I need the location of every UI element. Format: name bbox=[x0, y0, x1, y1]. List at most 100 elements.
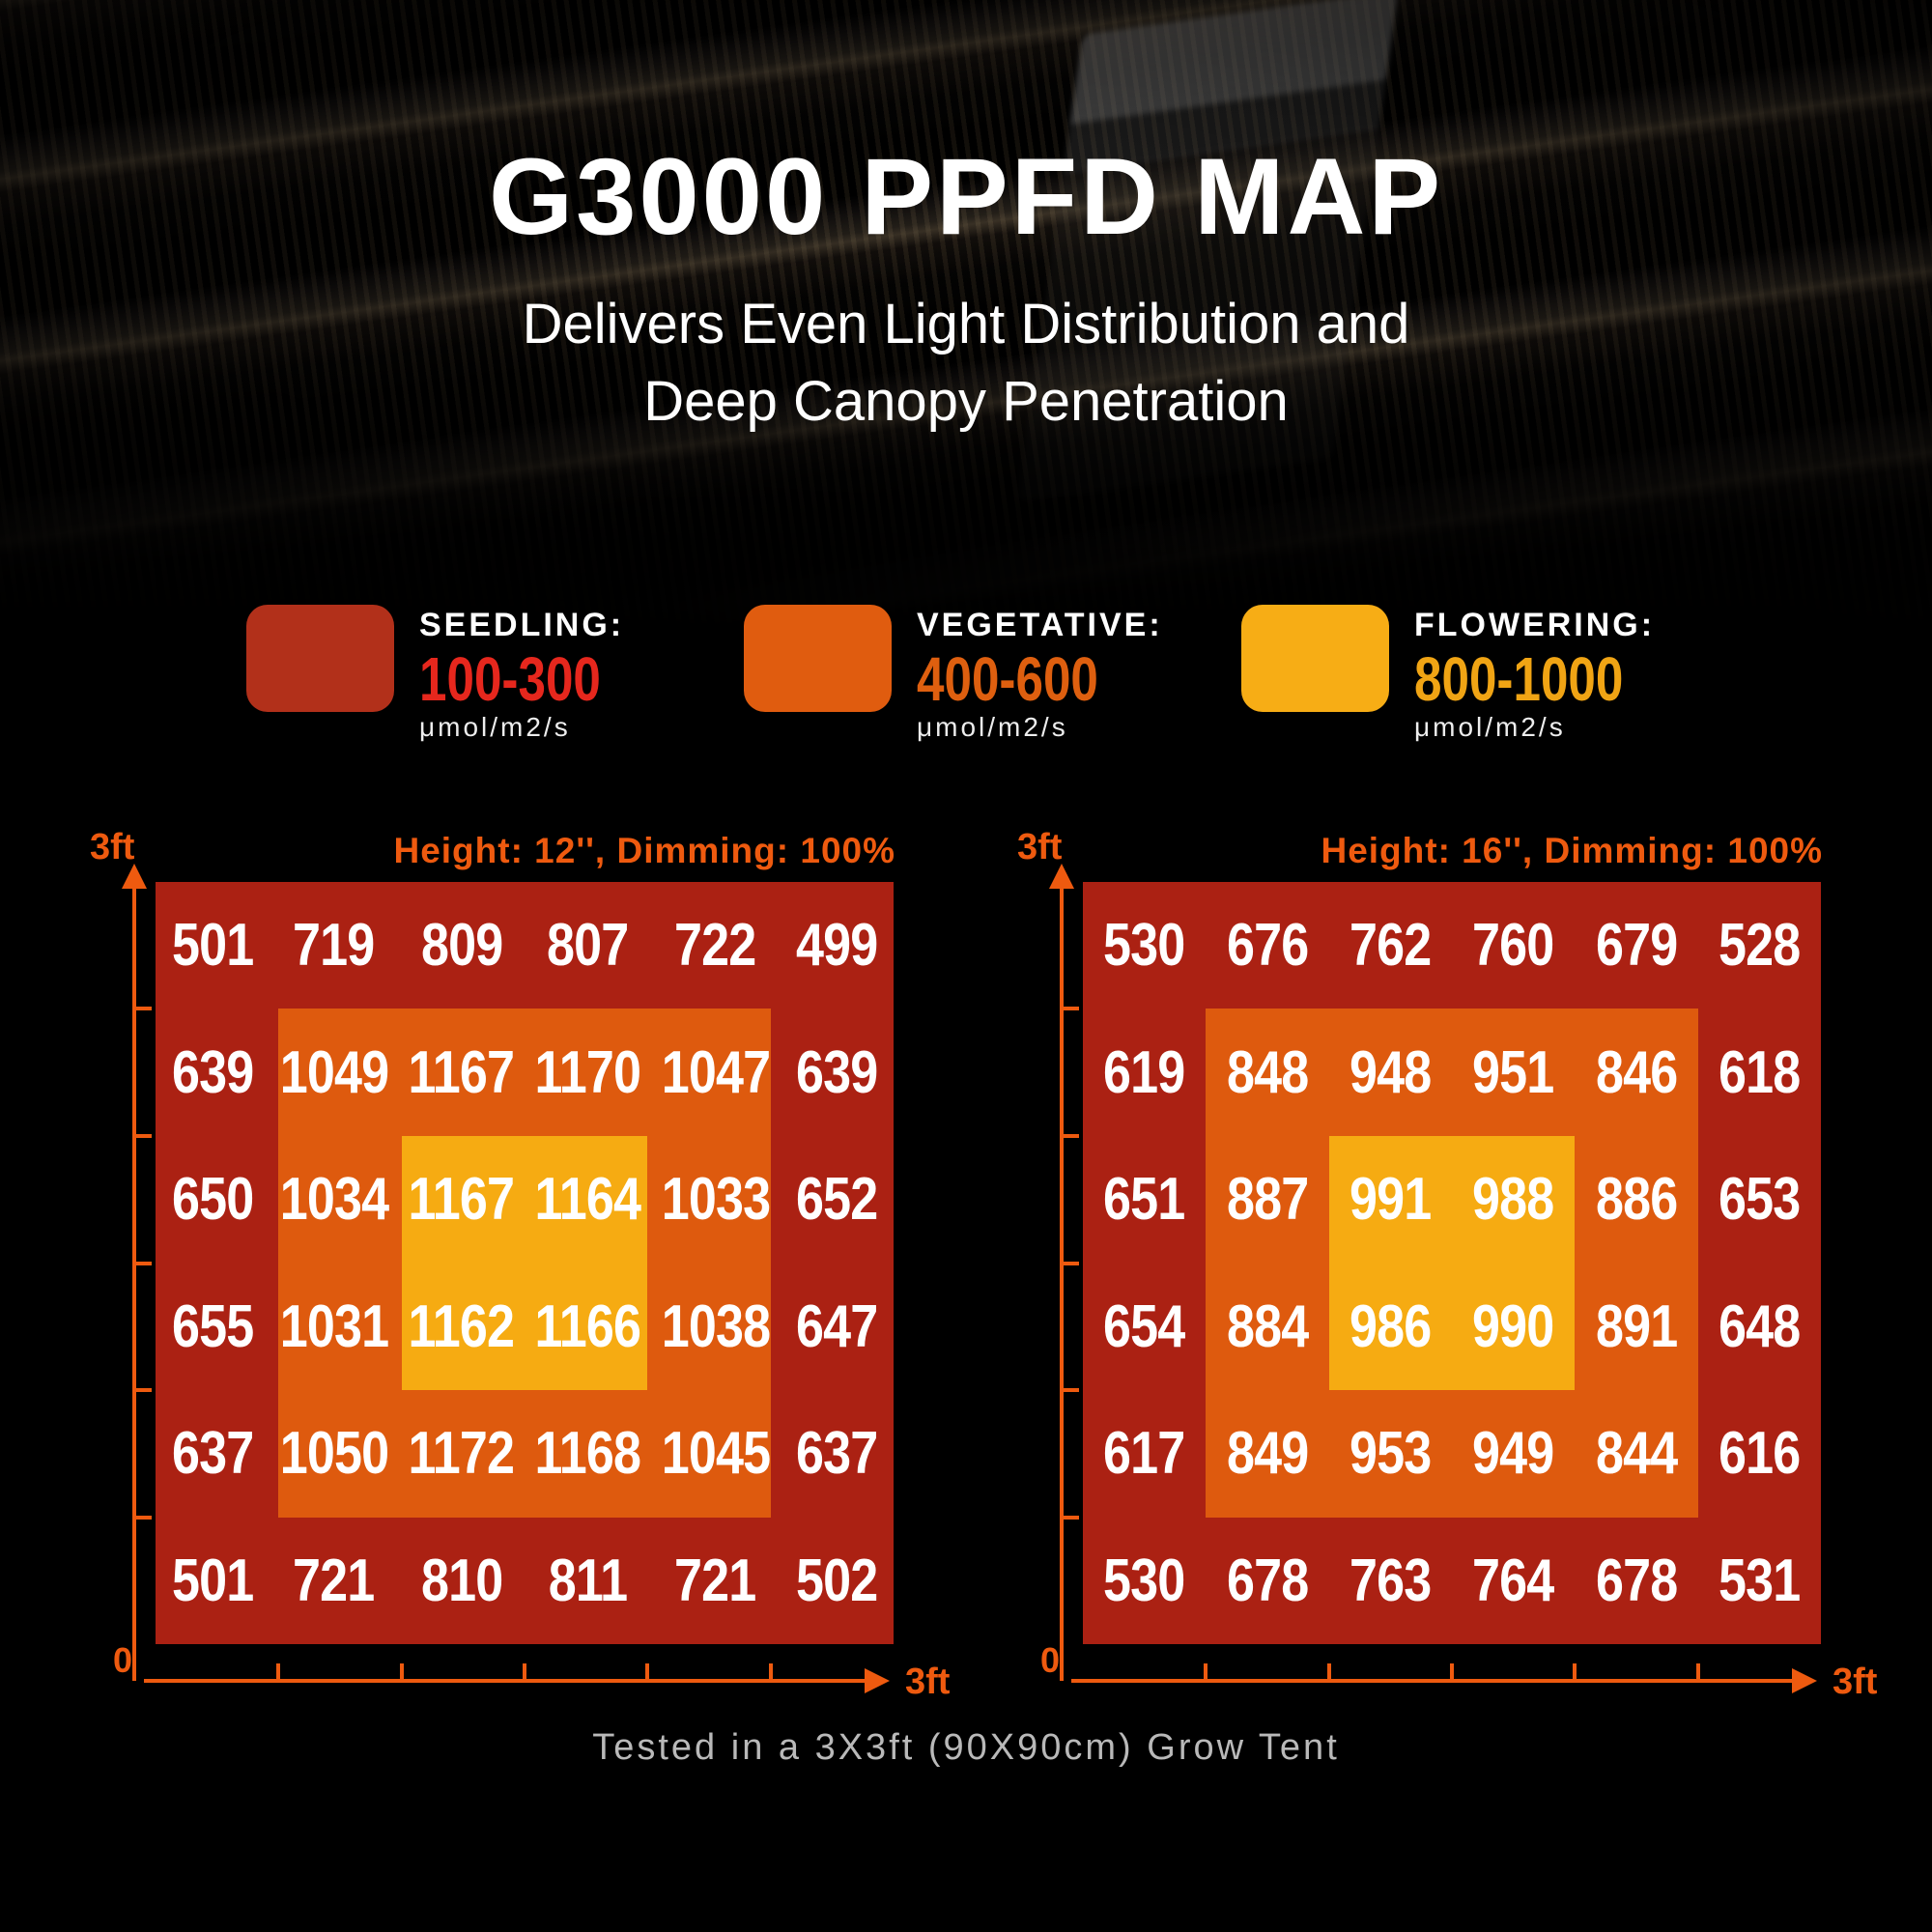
ppfd-value: 639 bbox=[796, 1038, 878, 1106]
y-axis-tick bbox=[1064, 1516, 1079, 1520]
ppfd-value: 650 bbox=[171, 1166, 254, 1234]
ppfd-value: 886 bbox=[1595, 1166, 1678, 1234]
ppfd-value: 762 bbox=[1350, 912, 1432, 980]
ppfd-value: 530 bbox=[1103, 1547, 1185, 1614]
ppfd-value: 988 bbox=[1472, 1166, 1554, 1234]
ppfd-value: 948 bbox=[1350, 1038, 1432, 1106]
ppfd-map-16in: 3ft Height: 16'', Dimming: 100% 530 676 … bbox=[1017, 827, 1877, 1716]
ppfd-value: 637 bbox=[796, 1420, 878, 1488]
ppfd-value: 619 bbox=[1103, 1038, 1185, 1106]
ppfd-value: 655 bbox=[171, 1293, 254, 1360]
y-axis-top-label: 3ft bbox=[1017, 827, 1063, 867]
ppfd-value: 809 bbox=[420, 912, 503, 980]
legend-label: FLOWERING: bbox=[1414, 607, 1656, 643]
ppfd-value: 848 bbox=[1226, 1038, 1309, 1106]
ppfd-value: 502 bbox=[796, 1547, 878, 1614]
y-axis-top-label: 3ft bbox=[90, 827, 135, 867]
ppfd-value: 1172 bbox=[408, 1420, 515, 1488]
ppfd-value: 986 bbox=[1350, 1293, 1432, 1360]
ppfd-value: 616 bbox=[1719, 1420, 1801, 1488]
ppfd-value: 884 bbox=[1226, 1293, 1309, 1360]
x-axis-tick bbox=[1696, 1663, 1700, 1679]
y-axis-tick bbox=[1064, 1388, 1079, 1392]
page-subtitle: Delivers Even Light Distribution and Dee… bbox=[0, 286, 1932, 440]
y-axis-arrow-icon bbox=[1049, 864, 1074, 889]
ppfd-maps: 3ft Height: 12'', Dimming: 100% 501 719 … bbox=[0, 827, 1932, 1716]
y-axis-tick bbox=[136, 1388, 152, 1392]
page: G3000 PPFD MAP Delivers Even Light Distr… bbox=[0, 136, 1932, 1769]
ppfd-value: 722 bbox=[674, 912, 756, 980]
map-header-12in: Height: 12'', Dimming: 100% bbox=[393, 831, 895, 870]
ppfd-value: 1031 bbox=[279, 1293, 388, 1360]
x-axis-tick bbox=[276, 1663, 280, 1679]
x-axis-end-label: 3ft bbox=[1833, 1662, 1878, 1702]
ppfd-value: 676 bbox=[1226, 912, 1309, 980]
ppfd-value: 811 bbox=[548, 1547, 628, 1614]
y-axis-arrow-icon bbox=[122, 864, 147, 889]
legend-text-vegetative: VEGETATIVE: 400-600 μmol/m2/s bbox=[917, 605, 1163, 743]
flowering-color-swatch bbox=[1241, 605, 1389, 712]
legend-label: VEGETATIVE: bbox=[917, 607, 1163, 643]
ppfd-value: 617 bbox=[1103, 1420, 1185, 1488]
vegetative-color-swatch bbox=[744, 605, 892, 712]
ppfd-value: 1167 bbox=[408, 1038, 515, 1106]
ppfd-value: 678 bbox=[1595, 1547, 1678, 1614]
hero-vignette bbox=[0, 0, 1932, 638]
ppfd-value: 891 bbox=[1595, 1293, 1678, 1360]
ppfd-value: 1033 bbox=[661, 1166, 770, 1234]
legend-text-flowering: FLOWERING: 800-1000 μmol/m2/s bbox=[1414, 605, 1675, 743]
origin-label: 0 bbox=[1040, 1640, 1061, 1680]
page-title: G3000 PPFD MAP bbox=[488, 136, 1444, 257]
ppfd-value: 531 bbox=[1719, 1547, 1801, 1614]
legend-range: 100-300 bbox=[419, 644, 601, 714]
ppfd-value: 679 bbox=[1595, 912, 1678, 980]
ppfd-value: 719 bbox=[293, 912, 375, 980]
legend-text-seedling: SEEDLING: 100-300 μmol/m2/s bbox=[419, 605, 646, 743]
ppfd-value: 678 bbox=[1226, 1547, 1309, 1614]
ppfd-value: 1164 bbox=[534, 1166, 641, 1234]
x-axis-line bbox=[144, 1679, 865, 1683]
ppfd-value: 721 bbox=[293, 1547, 375, 1614]
ppfd-value: 991 bbox=[1350, 1166, 1432, 1234]
subtitle-line-2: Deep Canopy Penetration bbox=[643, 370, 1289, 433]
heatmap-area: 530 676 762 760 679 528 619 848 948 951 … bbox=[1083, 882, 1821, 1644]
ppfd-grid: 530 676 762 760 679 528 619 848 948 951 … bbox=[1083, 882, 1821, 1644]
ppfd-value: 1050 bbox=[279, 1420, 388, 1488]
x-axis-tick bbox=[1450, 1663, 1454, 1679]
ppfd-value: 651 bbox=[1103, 1166, 1185, 1234]
ppfd-value: 501 bbox=[171, 1547, 254, 1614]
ppfd-value: 528 bbox=[1719, 912, 1801, 980]
ppfd-grid: 501 719 809 807 722 499 639 1049 1167 11… bbox=[156, 882, 894, 1644]
legend-unit: μmol/m2/s bbox=[1414, 712, 1566, 742]
ppfd-value: 1168 bbox=[534, 1420, 641, 1488]
legend-label: SEEDLING: bbox=[419, 607, 625, 643]
ppfd-value: 951 bbox=[1472, 1038, 1554, 1106]
x-axis-tick bbox=[1204, 1663, 1208, 1679]
ppfd-value: 654 bbox=[1103, 1293, 1185, 1360]
y-axis-tick bbox=[136, 1134, 152, 1138]
ppfd-value: 1166 bbox=[534, 1293, 641, 1360]
ppfd-value: 887 bbox=[1226, 1166, 1309, 1234]
legend-item-seedling: SEEDLING: 100-300 μmol/m2/s bbox=[246, 605, 691, 743]
ppfd-value: 846 bbox=[1595, 1038, 1678, 1106]
legend-unit: μmol/m2/s bbox=[419, 712, 571, 742]
legend-range: 800-1000 bbox=[1414, 644, 1624, 714]
ppfd-value: 1038 bbox=[661, 1293, 770, 1360]
x-axis-arrow-icon bbox=[1792, 1668, 1817, 1693]
legend-range: 400-600 bbox=[917, 644, 1098, 714]
x-axis-tick bbox=[1573, 1663, 1577, 1679]
y-axis-line bbox=[132, 885, 136, 1681]
ppfd-value: 1049 bbox=[279, 1038, 388, 1106]
y-axis-line bbox=[1060, 885, 1064, 1681]
y-axis-tick bbox=[136, 1007, 152, 1010]
ppfd-map-12in: 3ft Height: 12'', Dimming: 100% 501 719 … bbox=[90, 827, 950, 1716]
grow-light-photo bbox=[0, 0, 1932, 638]
map-header-16in: Height: 16'', Dimming: 100% bbox=[1321, 831, 1823, 870]
flowering-zone bbox=[402, 1136, 647, 1390]
x-axis-tick bbox=[400, 1663, 404, 1679]
x-axis-tick bbox=[1327, 1663, 1331, 1679]
test-conditions-caption: Tested in a 3X3ft (90X90cm) Grow Tent bbox=[592, 1727, 1340, 1768]
ppfd-value: 1162 bbox=[408, 1293, 515, 1360]
legend-unit: μmol/m2/s bbox=[917, 712, 1068, 742]
ppfd-value: 1045 bbox=[661, 1420, 770, 1488]
